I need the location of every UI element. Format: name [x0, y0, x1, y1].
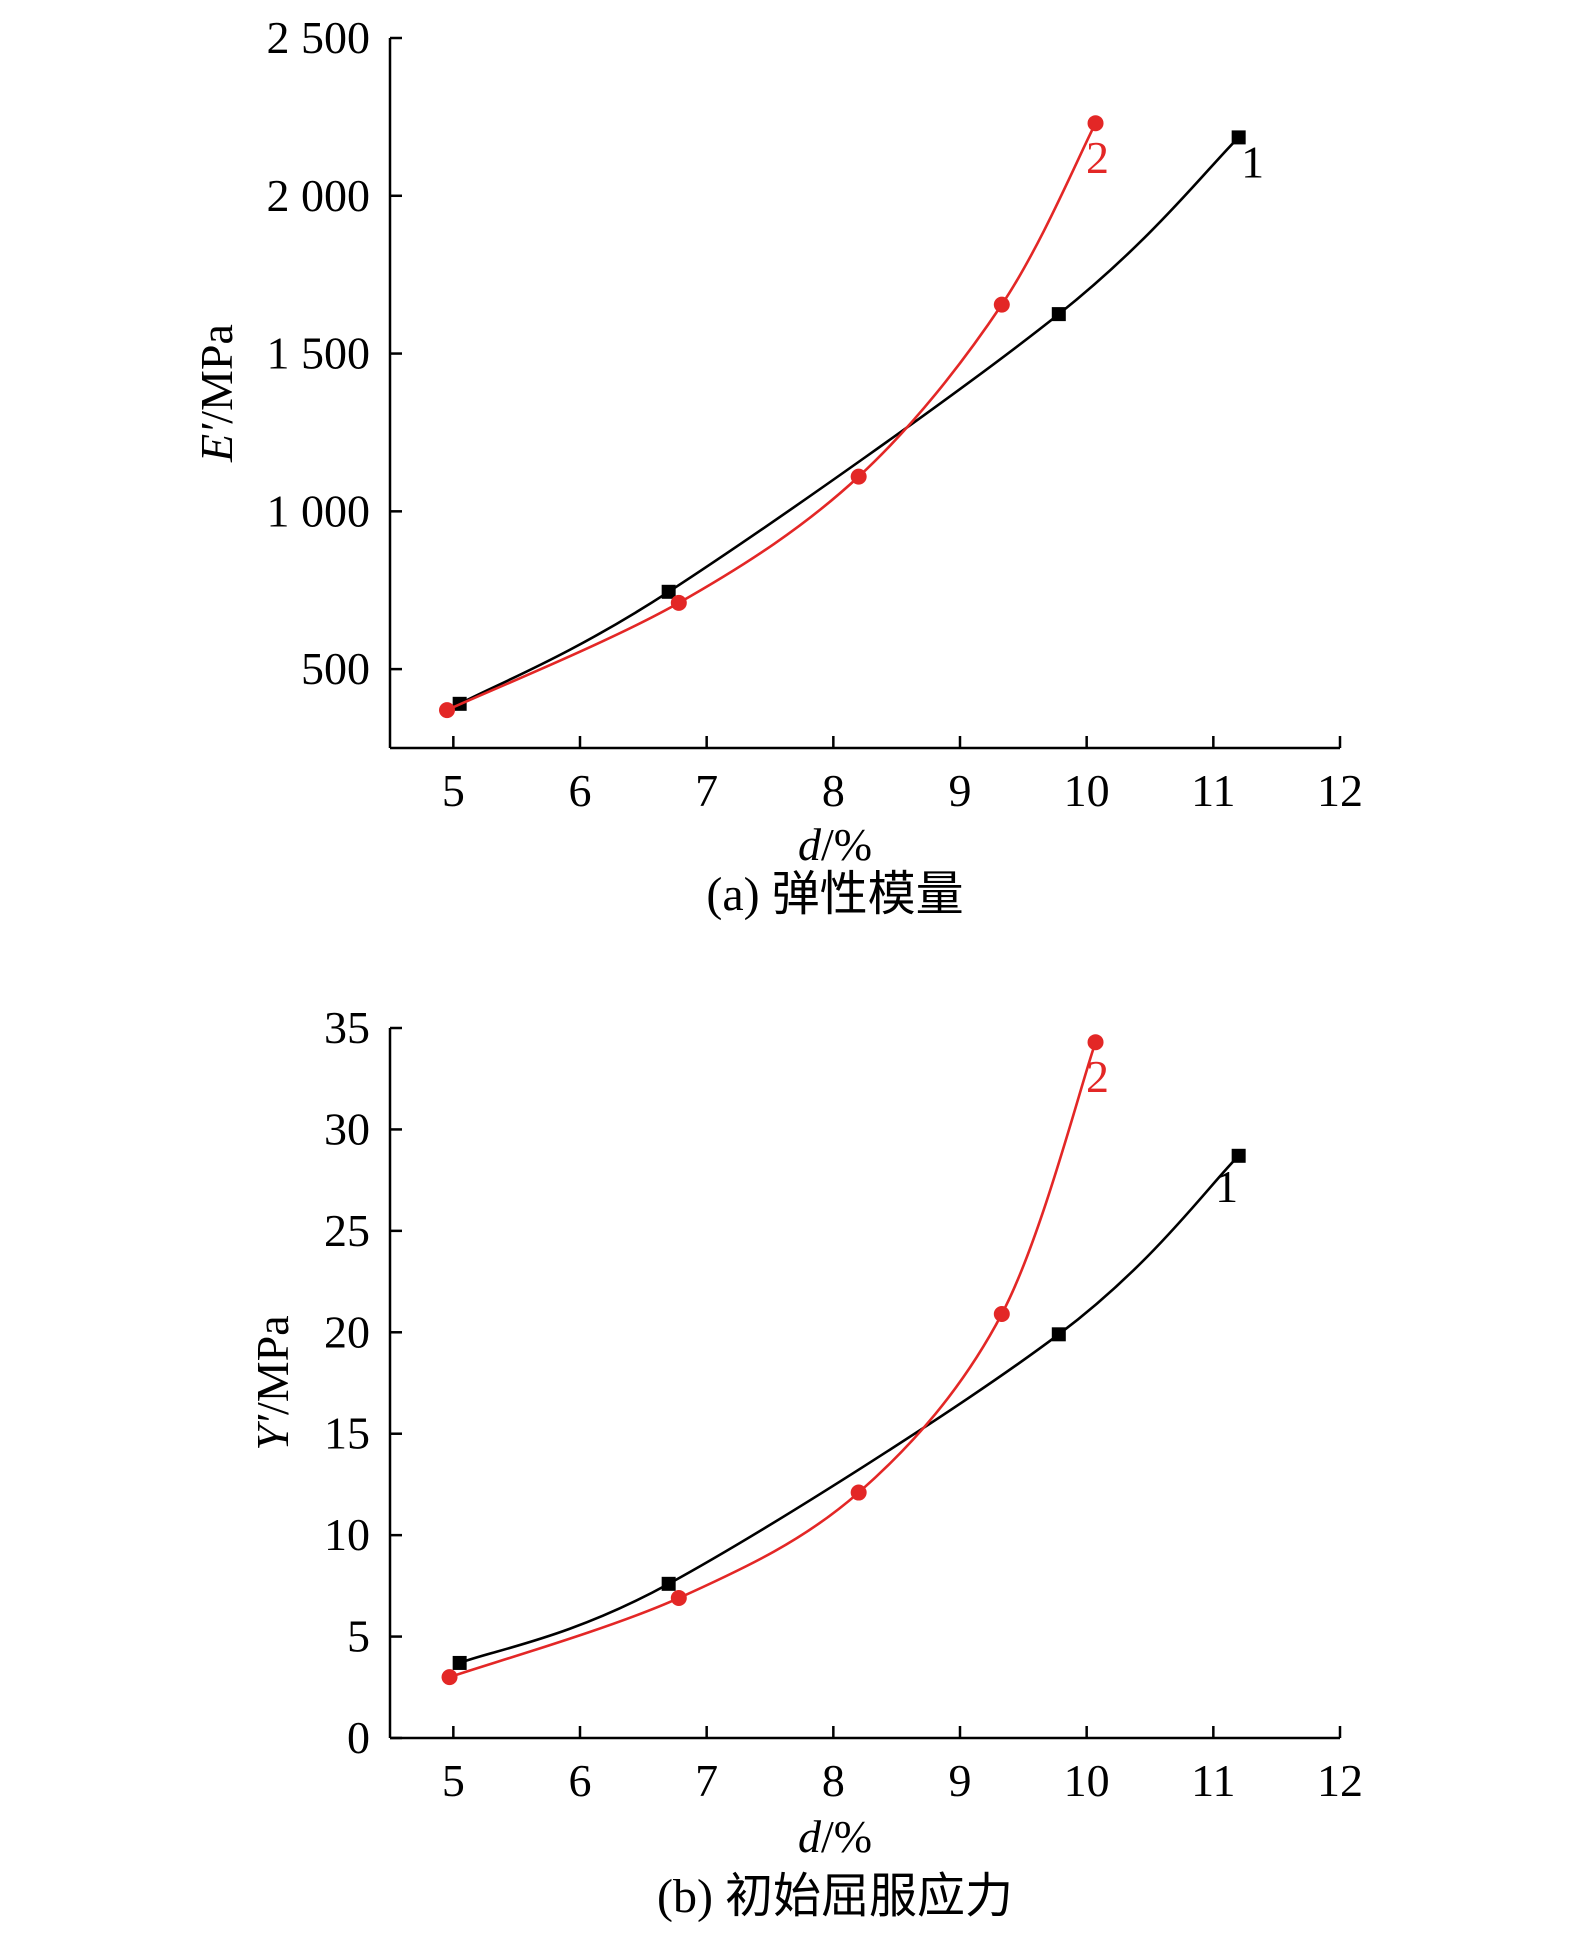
y-axis-label-unit: /MPa [247, 1315, 298, 1415]
y-tick-label: 500 [301, 643, 370, 694]
series-2-label: 2 [1086, 1051, 1109, 1102]
series-1-point [1051, 307, 1066, 322]
series-2-point [993, 1306, 1010, 1323]
y-tick-label: 2 000 [267, 170, 371, 221]
series-1-label: 1 [1241, 136, 1264, 187]
x-tick-label: 12 [1317, 765, 1363, 816]
series-1-line [459, 136, 1240, 705]
x-tick-label: 7 [695, 1755, 718, 1806]
y-axis-label: Y′/MPa [247, 1315, 298, 1450]
y-axis-label: E′/MPa [191, 324, 242, 463]
x-tick-label: 11 [1191, 765, 1235, 816]
x-tick-label: 12 [1317, 1755, 1363, 1806]
series-2-point [1087, 115, 1104, 132]
series-2-point [850, 468, 867, 485]
series-2-point [850, 1484, 867, 1501]
y-tick-label: 1 000 [267, 485, 371, 536]
series-2-point [670, 1590, 687, 1607]
y-tick-label: 10 [324, 1509, 370, 1560]
series-2-point [441, 1669, 458, 1686]
x-axis-label: d/% [798, 819, 872, 870]
x-axis-label-unit: /% [821, 819, 872, 870]
series-2-point [439, 702, 455, 719]
x-tick-label: 8 [822, 1755, 845, 1806]
y-axis-label-var: Y′ [247, 1414, 298, 1451]
series-2-label: 2 [1086, 132, 1109, 183]
series-1-point [661, 584, 676, 599]
x-tick-label: 10 [1064, 1755, 1110, 1806]
y-tick-label: 2 500 [267, 12, 371, 63]
series-1-label: 1 [1215, 1161, 1238, 1212]
figure-caption: (a) 弹性模量 [706, 868, 963, 921]
y-tick-label: 0 [347, 1712, 370, 1763]
series-1-point [1051, 1327, 1066, 1342]
x-tick-label: 10 [1064, 765, 1110, 816]
x-axis-label-var: d [798, 1811, 822, 1862]
y-tick-label: 15 [324, 1408, 370, 1459]
x-tick-label: 11 [1191, 1755, 1235, 1806]
x-tick-label: 5 [442, 765, 465, 816]
x-axis-label-var: d [798, 819, 822, 870]
series-1-point [1231, 1148, 1246, 1163]
x-tick-label: 9 [949, 1755, 972, 1806]
y-tick-label: 1 500 [267, 328, 371, 379]
y-tick-label: 25 [324, 1205, 370, 1256]
x-tick-label: 7 [695, 765, 718, 816]
figure-caption: (b) 初始屈服应力 [657, 1870, 1013, 1923]
x-tick-label: 6 [569, 1755, 592, 1806]
x-tick-label: 9 [949, 765, 972, 816]
y-tick-label: 30 [324, 1103, 370, 1154]
series-1-point [452, 1655, 467, 1670]
series-2-line [449, 1041, 1097, 1679]
series-1-point [661, 1576, 676, 1591]
x-tick-label: 6 [569, 765, 592, 816]
y-tick-label: 5 [347, 1611, 370, 1662]
y-axis-label-unit: /MPa [191, 324, 242, 424]
series-1-point [1231, 130, 1246, 145]
series-2-point [670, 594, 687, 611]
x-axis-label: d/% [798, 1811, 872, 1862]
y-axis-label-var: E′ [191, 423, 242, 463]
y-tick-label: 35 [324, 1002, 370, 1053]
x-tick-label: 5 [442, 1755, 465, 1806]
x-axis-label-unit: /% [821, 1811, 872, 1862]
series-2-point [993, 296, 1010, 313]
x-tick-label: 8 [822, 765, 845, 816]
series-1-line [459, 1154, 1240, 1665]
chart-b-initial-yield-stress: 5 6 7 8 9 10 11 1205101520253035d/%Y′/MPa12(b) … [247, 1002, 1363, 1923]
series-2-point [1087, 1034, 1104, 1051]
y-tick-label: 20 [324, 1306, 370, 1357]
series-2-line [446, 122, 1097, 712]
